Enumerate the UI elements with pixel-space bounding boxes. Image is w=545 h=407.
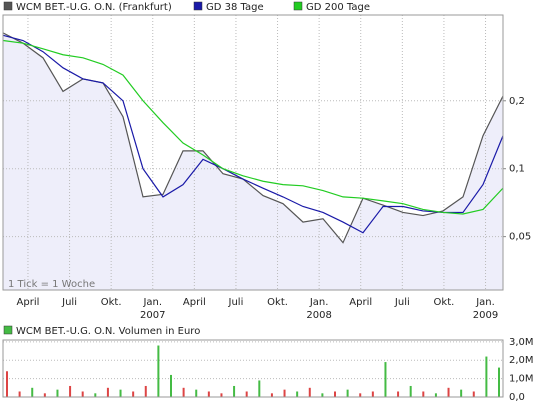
volume-bar [447,387,450,397]
price-area [3,32,503,290]
legend-label: GD 200 Tage [306,2,370,13]
legend-swatch [3,325,13,335]
x-tick-label: Jan. [142,297,162,308]
x-tick-label: April [17,297,40,308]
volume-bar [371,391,374,397]
volume-bar [334,391,336,397]
plot-frame [2,14,504,291]
x-tick-label: Jan. [309,297,329,308]
volume-bar [119,389,122,397]
x-tick-label: Okt. [434,297,455,308]
x-tick-label: Jan. [475,297,495,308]
legend-label: GD 38 Tage [206,2,264,13]
x-tick-label: Okt. [101,297,122,308]
volume-bar [6,371,8,397]
x-tick-label: Juli [61,297,77,308]
y-tick-label: 0,1 [509,164,525,175]
x-tick-label: Okt. [267,297,288,308]
annotation: 1 Tick = 1 Woche [8,279,95,290]
legend-swatch [3,1,13,11]
legend-swatch [193,1,203,11]
volume-bar [233,385,236,397]
x-year-label: 2007 [140,310,165,321]
volume-bar [359,393,362,397]
volume-bar [195,389,198,397]
volume-bar [43,393,46,397]
y-tick-label: 2,0M [509,355,534,366]
volume-bar [270,393,273,397]
x-tick-label: April [183,297,206,308]
volume-title: WCM BET.-U.G. O.N. Volumen in Euro [16,326,200,337]
legend-swatch [293,1,303,11]
y-tick-label: 1,0M [509,374,534,385]
volume-bar [245,391,248,397]
series-line [2,39,504,215]
volume-bar [296,391,299,397]
x-tick-label: April [349,297,372,308]
volume-bar [182,387,185,397]
volume-bar [397,391,400,397]
volume-bar [207,391,210,397]
volume-bar [321,393,324,397]
legend-label: WCM BET.-U.G. O.N. (Frankfurt) [16,2,172,13]
volume-bar [132,391,135,397]
volume-bar [31,387,34,397]
volume-bar [69,385,72,397]
volume-bar [157,345,160,397]
volume-bar [346,389,349,397]
volume-bar [472,391,475,397]
volume-bar [434,393,437,397]
volume-bar [56,389,59,397]
y-tick-label: 3,0M [509,337,534,348]
volume-bar [422,391,425,397]
volume-bar [81,391,84,397]
x-year-label: 2008 [306,310,331,321]
x-tick-label: Juli [394,297,410,308]
volume-bar [485,356,488,397]
volume-bar [308,387,311,397]
volume-bar [258,380,261,397]
volume-bar [170,374,172,397]
volume-bar [409,385,412,397]
series-line [2,34,504,234]
y-tick-label: 0,2 [509,96,525,107]
volume-bar [106,387,109,397]
volume-bar [220,393,223,397]
volume-bar [460,389,463,397]
volume-bar [498,367,500,397]
y-tick-label: 0,05 [509,232,531,243]
volume-bar [384,362,387,397]
volume-bar [283,389,286,397]
x-tick-label: Juli [228,297,244,308]
y-tick-label: 0,0 [509,392,525,403]
x-year-label: 2009 [473,310,498,321]
volume-bar [94,393,97,397]
volume-bar [144,385,147,397]
plot-frame [2,339,504,398]
volume-bar [18,391,21,397]
